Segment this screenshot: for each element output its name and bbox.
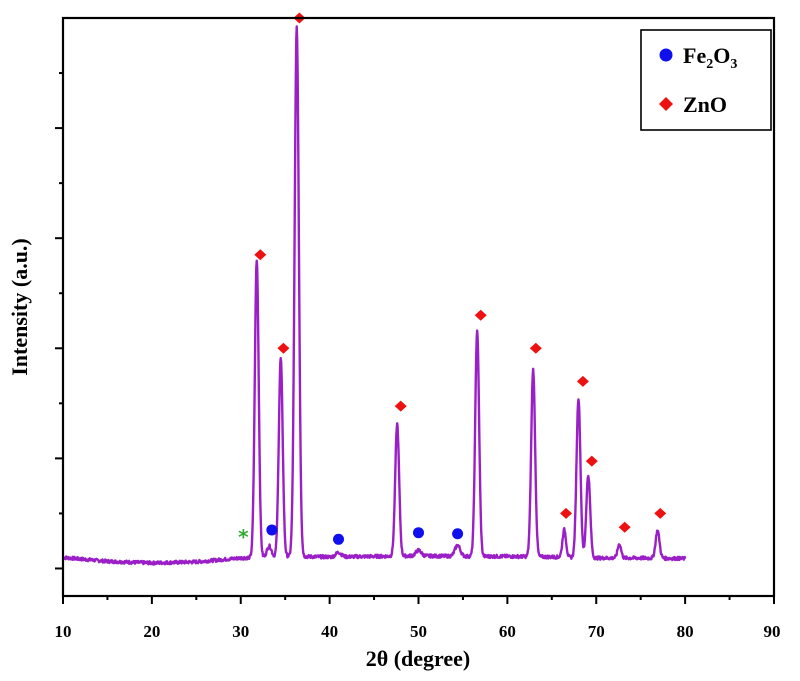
legend: Fe2O3 ZnO xyxy=(640,29,772,131)
impurity-asterisk-marker: * xyxy=(238,525,249,549)
x-tick-label: 40 xyxy=(321,622,338,641)
zno-diamond-marker xyxy=(529,342,542,354)
legend-fe2o3-label: Fe2O3 xyxy=(683,43,737,72)
zno-diamond-marker xyxy=(254,249,267,261)
x-axis-title: 2θ (degree) xyxy=(366,646,471,671)
xrd-pattern-line xyxy=(62,25,687,566)
x-tick-label: 90 xyxy=(764,622,781,641)
x-tick-label: 20 xyxy=(143,622,160,641)
legend-box xyxy=(640,29,772,131)
zno-diamond-marker xyxy=(585,455,598,467)
fe2o3-circle-marker xyxy=(333,533,345,545)
fe2o3-circle-marker xyxy=(452,528,464,540)
x-tick-label: 10 xyxy=(55,622,72,641)
zno-diamond-marker xyxy=(560,507,573,519)
x-tick-label: 30 xyxy=(232,622,249,641)
axis-ticks xyxy=(55,72,775,604)
fe2o3-circle-marker xyxy=(266,524,278,536)
zno-diamond-marker xyxy=(277,342,290,354)
zno-diamond-marker xyxy=(618,521,631,533)
x-tick-label: 60 xyxy=(499,622,516,641)
x-tick-label: 50 xyxy=(410,622,427,641)
zno-diamond-marker xyxy=(576,375,589,387)
x-tick-label: 70 xyxy=(588,622,605,641)
plot-frame xyxy=(61,16,776,598)
zno-diamond-marker xyxy=(394,400,407,412)
x-tick-label: 80 xyxy=(677,622,694,641)
phase-markers xyxy=(254,12,667,545)
legend-fe2o3-marker xyxy=(659,48,673,62)
y-axis-title: Intensity (a.u.) xyxy=(7,238,32,376)
fe2o3-circle-marker xyxy=(413,527,424,539)
zno-diamond-marker xyxy=(654,507,667,519)
x-tick-labels: 10 20 30 40 50 60 70 80 90 xyxy=(55,622,781,641)
legend-zno-label: ZnO xyxy=(683,92,727,117)
zno-diamond-marker xyxy=(474,309,487,321)
legend-zno-marker xyxy=(659,97,673,111)
